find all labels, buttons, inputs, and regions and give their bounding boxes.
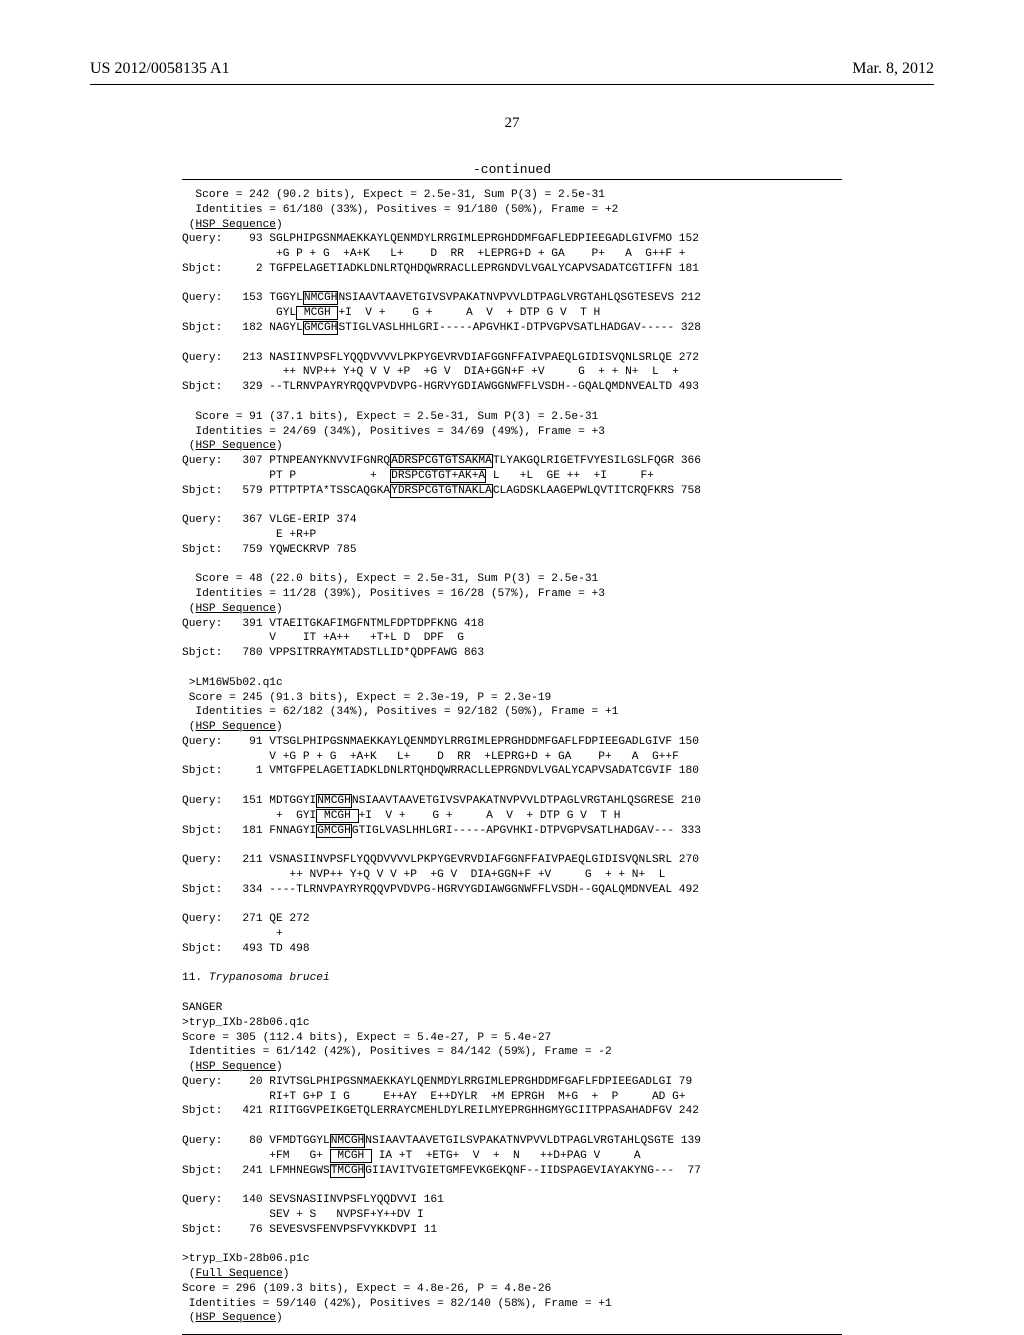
publication-date: Mar. 8, 2012 <box>852 60 934 78</box>
top-seq-rule <box>182 179 842 180</box>
publication-number: US 2012/0058135 A1 <box>90 60 230 78</box>
sequence-alignment-block: Score = 242 (90.2 bits), Expect = 2.5e-3… <box>182 188 842 1326</box>
continued-label: -continued <box>90 162 934 177</box>
page: US 2012/0058135 A1 Mar. 8, 2012 27 -cont… <box>0 0 1024 1320</box>
header-rule <box>90 84 934 85</box>
page-header: US 2012/0058135 A1 Mar. 8, 2012 <box>90 60 934 78</box>
page-number: 27 <box>90 115 934 132</box>
